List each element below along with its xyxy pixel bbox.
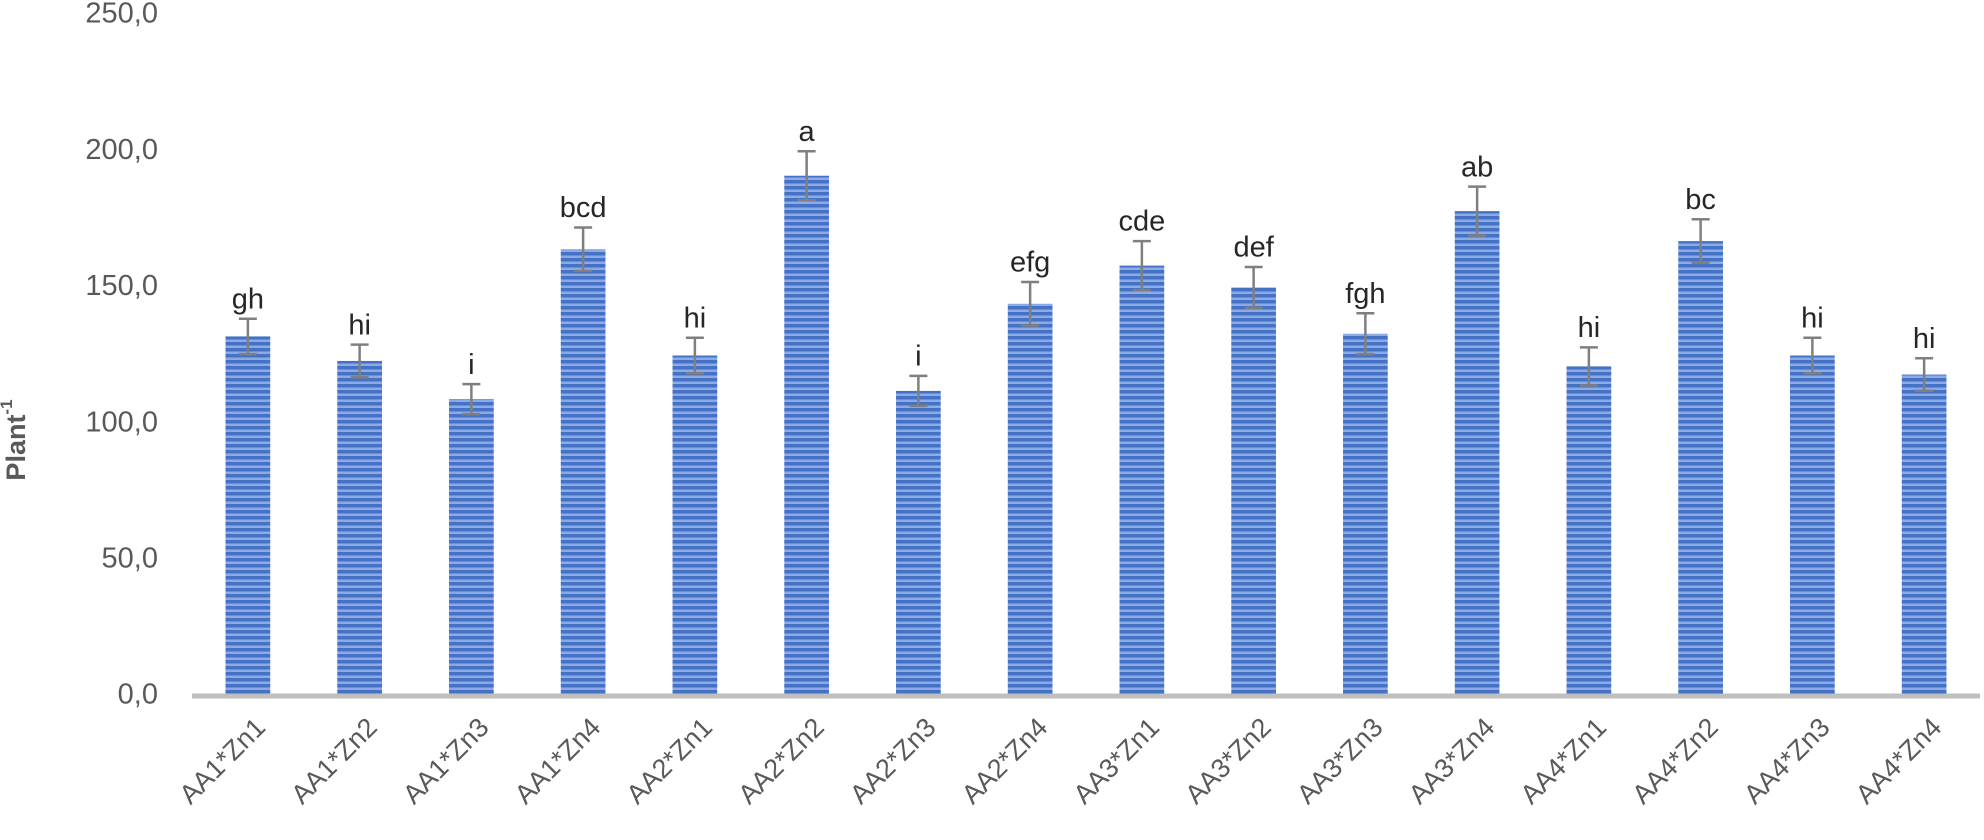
- x-tick-label: AA1*Zn1: [174, 712, 272, 810]
- error-bar: [1356, 312, 1375, 356]
- significance-letter: efg: [1010, 247, 1050, 279]
- x-tick-label: AA2*Zn2: [732, 712, 830, 810]
- x-tick-label: AA1*Zn3: [397, 712, 495, 810]
- error-bar: [1468, 185, 1487, 237]
- x-tick-label: AA4*Zn1: [1515, 712, 1613, 810]
- x-tick-label: AA2*Zn1: [621, 712, 719, 810]
- bar: [1678, 241, 1723, 697]
- x-tick-label: AA3*Zn1: [1068, 712, 1166, 810]
- x-tick-label: AA2*Zn3: [844, 712, 942, 810]
- significance-letter: def: [1233, 232, 1274, 264]
- error-bar: [797, 149, 816, 202]
- x-tick-label: AA4*Zn3: [1738, 712, 1836, 810]
- significance-letter: hi: [1913, 323, 1936, 355]
- x-tick-label: AA3*Zn2: [1179, 712, 1277, 810]
- significance-letter: hi: [684, 302, 707, 334]
- bar: [672, 355, 718, 696]
- y-tick-label: 50,0: [102, 542, 158, 574]
- significance-letter: a: [799, 116, 816, 148]
- error-bar: [1691, 218, 1710, 265]
- bar: [1566, 366, 1612, 696]
- y-tick-label: 200,0: [85, 134, 158, 166]
- bar: [1454, 211, 1500, 697]
- bar: [784, 175, 829, 696]
- error-bar: [1579, 346, 1598, 387]
- bar: [1901, 374, 1947, 696]
- significance-letter: bc: [1685, 184, 1716, 216]
- bar: [1231, 287, 1276, 696]
- y-tick-label: 250,0: [85, 0, 158, 30]
- significance-letter: hi: [1578, 312, 1601, 344]
- error-bar: [1132, 239, 1151, 292]
- significance-letter: hi: [1801, 302, 1824, 334]
- bar: [449, 399, 494, 696]
- bar: [225, 336, 271, 696]
- error-bar: [238, 317, 257, 356]
- bar: [1119, 265, 1165, 696]
- y-tick-label: 100,0: [85, 406, 158, 438]
- bar: [896, 390, 941, 696]
- error-bar: [574, 226, 593, 273]
- significance-letter: hi: [348, 309, 371, 341]
- error-bar: [685, 336, 704, 375]
- y-tick-label: 150,0: [85, 270, 158, 302]
- error-bar: [1803, 336, 1822, 375]
- significance-letter: gh: [232, 283, 264, 315]
- significance-letter: fgh: [1345, 278, 1385, 310]
- x-tick-label: AA4*Zn2: [1626, 712, 1724, 810]
- x-tick-label: AA3*Zn3: [1291, 712, 1389, 810]
- x-tick-label: AA4*Zn4: [1850, 712, 1948, 810]
- x-tick-label: AA2*Zn4: [956, 712, 1054, 810]
- y-axis-title: Plant-1: [0, 399, 31, 480]
- significance-letter: i: [468, 349, 474, 381]
- significance-letter: bcd: [560, 192, 607, 224]
- bar: [337, 360, 382, 696]
- bar: [560, 249, 606, 697]
- significance-letter: i: [915, 341, 921, 373]
- error-bar: [1244, 265, 1263, 310]
- error-bar: [1915, 356, 1934, 393]
- x-tick-label: AA3*Zn4: [1403, 712, 1501, 810]
- bar: [1343, 333, 1388, 696]
- bar: [1790, 355, 1835, 696]
- bar: [1007, 303, 1053, 696]
- x-tick-label: AA1*Zn2: [285, 712, 383, 810]
- error-bar: [909, 374, 928, 408]
- error-bar: [350, 343, 369, 379]
- y-tick-label: 0,0: [118, 679, 158, 711]
- error-bar: [1021, 280, 1040, 327]
- error-bar: [462, 382, 481, 416]
- x-tick-label: AA1*Zn4: [509, 712, 607, 810]
- significance-letter: cde: [1118, 206, 1165, 238]
- significance-letter: ab: [1461, 151, 1493, 183]
